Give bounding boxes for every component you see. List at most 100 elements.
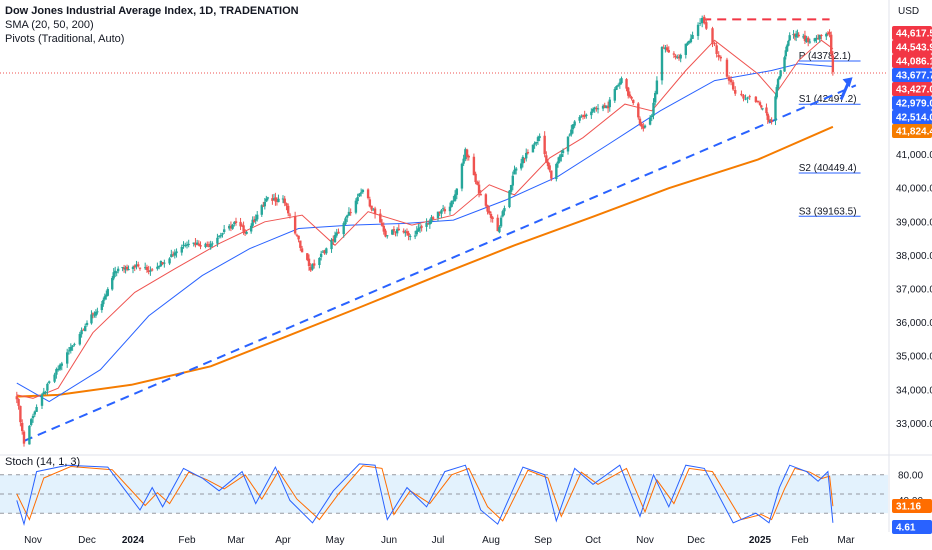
projection-arrow-head	[842, 77, 853, 88]
sma50-line	[16, 63, 833, 403]
sma200-line	[16, 125, 834, 398]
candle-body	[740, 93, 743, 96]
candle-body	[240, 225, 244, 227]
candle-body	[145, 266, 149, 271]
candle-body	[319, 253, 323, 258]
candle-body	[321, 251, 325, 253]
candle-body	[538, 136, 541, 138]
candle-body	[125, 266, 129, 270]
candle-body	[384, 230, 387, 237]
candle-body	[561, 150, 565, 154]
candle-body	[498, 227, 501, 233]
candle-body	[427, 223, 430, 225]
candle-body	[395, 229, 399, 234]
candle-body	[820, 35, 823, 37]
candle-body	[147, 270, 150, 272]
candle-body	[754, 96, 758, 102]
candle-body	[370, 205, 373, 210]
candle-body	[135, 264, 138, 267]
candle-body	[204, 243, 207, 248]
candle-body	[91, 313, 95, 315]
candle-body	[727, 76, 731, 81]
candle-body	[277, 198, 280, 203]
candle-body	[342, 223, 345, 235]
candle-body	[287, 205, 290, 214]
price-tag-text: 42,514.0	[896, 112, 932, 123]
candle-body	[698, 22, 702, 24]
candle-body	[266, 197, 270, 199]
candle-body	[256, 214, 259, 220]
candle-body	[758, 102, 762, 106]
candle-body	[448, 206, 452, 212]
y-tick-label: 37,000.0	[896, 285, 932, 296]
candle-body	[112, 272, 115, 279]
candle-body	[441, 208, 445, 210]
x-tick-label: Dec	[687, 535, 705, 546]
candle-body	[234, 221, 238, 223]
candle-body	[648, 117, 652, 125]
candle-body	[94, 311, 98, 316]
candle-body	[337, 231, 340, 234]
candle-body	[35, 406, 38, 412]
candle-body	[776, 79, 780, 89]
candle-body	[590, 111, 593, 116]
y-tick-label: 40,000.0	[896, 184, 932, 195]
candle-body	[805, 38, 808, 43]
candle-body	[404, 232, 407, 234]
candle-body	[477, 184, 481, 194]
candle-body	[242, 225, 245, 232]
candle-body	[380, 222, 384, 226]
legend-sma[interactable]: SMA (20, 50, 200)	[5, 19, 94, 31]
candle-body	[163, 262, 166, 264]
candle-body	[407, 232, 410, 236]
candle-body	[729, 79, 733, 83]
candle-body	[526, 152, 530, 154]
candle-body	[55, 369, 58, 375]
candle-body	[765, 107, 768, 114]
candle-body	[185, 244, 189, 246]
x-tick-label: Nov	[636, 535, 654, 546]
candle-body	[263, 201, 267, 207]
price-tag-text: 44,543.9	[896, 42, 932, 53]
candle-body	[103, 296, 107, 300]
candle-body	[813, 38, 816, 42]
candle-body	[368, 199, 372, 207]
candle-body	[275, 200, 279, 202]
candle-body	[345, 215, 349, 218]
legend-pivots[interactable]: Pivots (Traditional, Auto)	[5, 33, 125, 45]
candle-body	[359, 192, 363, 194]
y-tick-label: 36,000.0	[896, 318, 932, 329]
candle-body	[229, 225, 233, 229]
candle-body	[440, 210, 443, 214]
price-tag-text: 44,617.5	[896, 28, 932, 39]
price-tag: 43,677.7	[892, 67, 932, 82]
candle-body	[560, 154, 563, 158]
candle-body	[742, 95, 745, 99]
candle-body	[333, 235, 337, 243]
x-tick-label: Feb	[178, 535, 196, 546]
candle-body	[474, 173, 477, 183]
candle-body	[418, 227, 422, 229]
candle-body	[344, 218, 347, 225]
stoch-legend[interactable]: Stoch (14, 1, 3)	[5, 456, 81, 468]
candle-body	[354, 200, 358, 213]
candle-body	[672, 53, 676, 55]
candle-body	[115, 271, 118, 273]
candle-body	[660, 47, 664, 81]
candle-body	[397, 228, 400, 231]
candle-body	[808, 41, 812, 43]
candle-body	[511, 175, 515, 186]
candle-body	[349, 212, 352, 214]
candle-body	[465, 149, 469, 157]
candle-body	[705, 22, 708, 29]
candle-body	[679, 54, 682, 59]
candle-body	[688, 40, 691, 43]
candle-body	[766, 113, 769, 120]
candle-body	[53, 374, 56, 382]
price-tag-text: 41,824.4	[896, 126, 932, 137]
candle-body	[797, 34, 800, 37]
candle-body	[46, 383, 49, 391]
candle-body	[640, 124, 643, 127]
candle-body	[57, 368, 60, 371]
candle-body	[613, 89, 617, 101]
